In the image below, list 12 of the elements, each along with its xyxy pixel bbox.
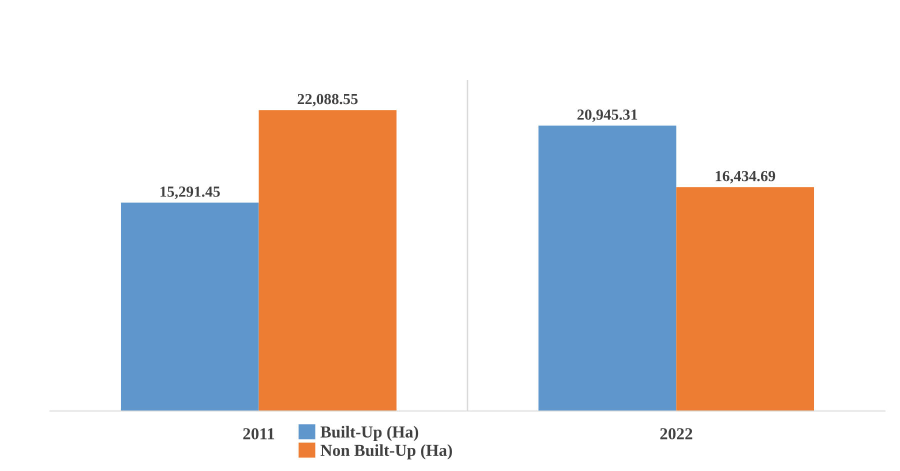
data-label: 15,291.45	[160, 186, 220, 200]
data-label: 16,434.69	[716, 170, 776, 184]
bar	[538, 126, 676, 411]
data-label: 20,945.31	[577, 109, 638, 122]
legend-label: Non Built-Up (Ha)	[320, 444, 452, 460]
legend-label: Built-Up (Ha)	[320, 426, 418, 442]
bar	[120, 202, 259, 411]
bar	[258, 110, 397, 411]
x-tick-label: 2011	[243, 428, 274, 440]
bar	[676, 187, 814, 411]
data-label: 22,088.55	[298, 94, 358, 106]
x-tick-label: 2022	[660, 428, 692, 440]
